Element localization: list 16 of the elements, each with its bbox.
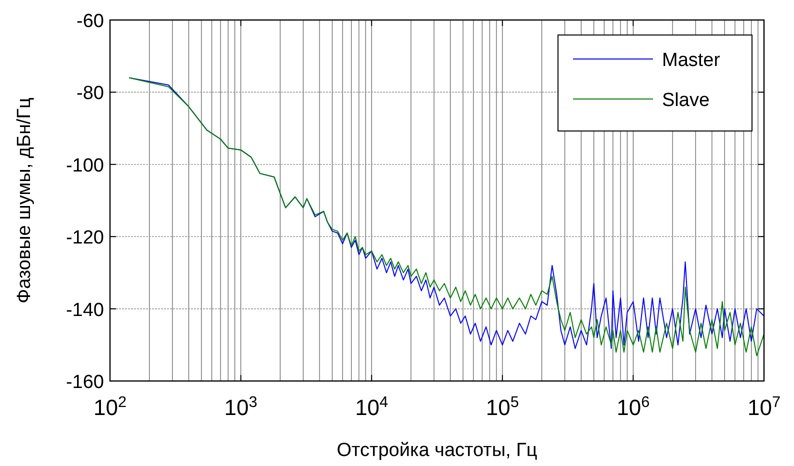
- x-tick-label: 10$^{3}$: [224, 394, 258, 420]
- y-tick-label: -120: [66, 228, 104, 249]
- legend-label: Master: [662, 50, 721, 71]
- y-tick-label: -140: [66, 300, 104, 321]
- x-tick-label: 10$^{4}$: [355, 394, 389, 420]
- y-tick-label: -60: [76, 11, 104, 32]
- legend-label: Slave: [662, 90, 710, 111]
- x-tick-label: 10$^{5}$: [486, 394, 519, 420]
- y-tick-label: -100: [66, 155, 104, 176]
- x-tick-label: 10$^{7}$: [747, 394, 781, 420]
- x-tick-label: 10$^{2}$: [93, 394, 127, 420]
- y-axis-title: Фазовые шумы, дБн/Гц: [14, 98, 35, 304]
- x-axis-title: Отстройка частоты, Гц: [336, 440, 538, 461]
- y-tick-label: -160: [66, 372, 104, 393]
- x-tick-label: 10$^{6}$: [616, 394, 650, 420]
- y-tick-label: -80: [76, 83, 104, 104]
